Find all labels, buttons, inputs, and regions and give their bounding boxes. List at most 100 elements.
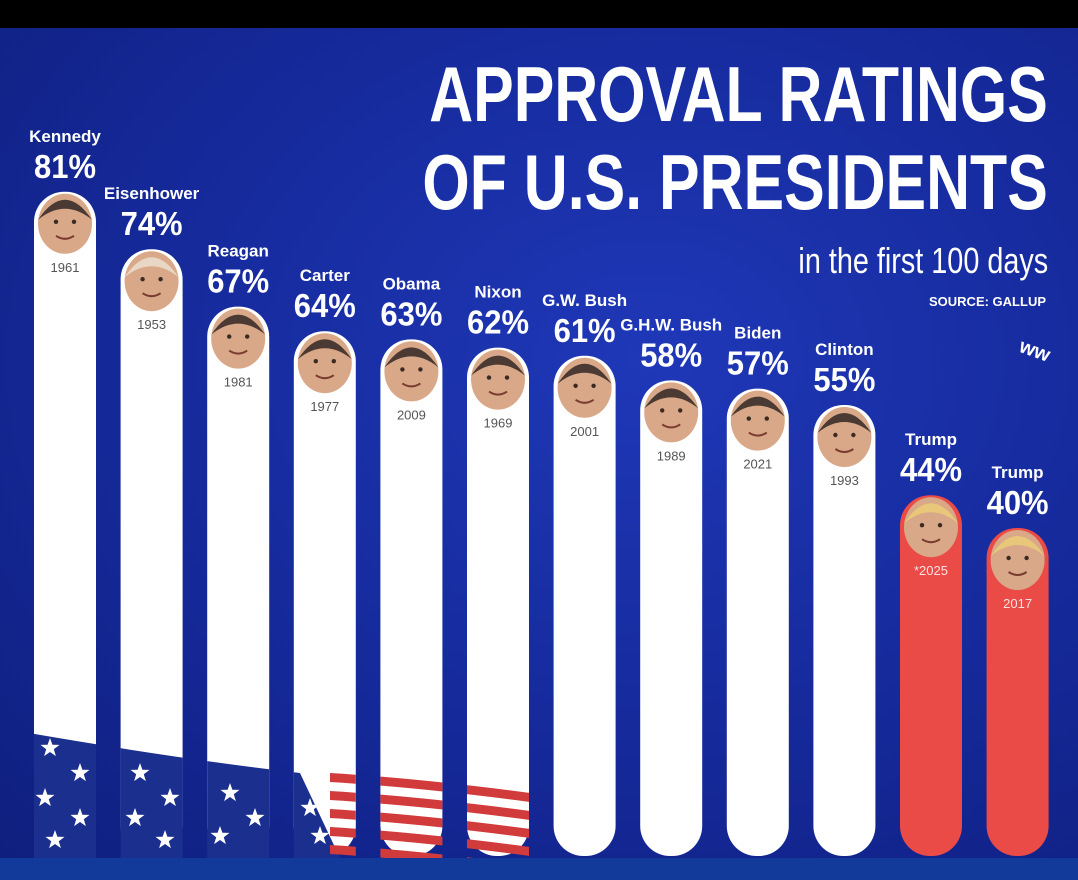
portrait-eye-6 — [573, 383, 578, 388]
bar — [293, 331, 356, 856]
year-label: 1989 — [657, 448, 686, 463]
flag-star — [160, 788, 180, 807]
president-name-label: Reagan — [207, 242, 268, 261]
chart-background: 1961 Kennedy 81% 1953 Eisenhower 74% 1981 Reaga… — [0, 28, 1078, 858]
portrait-hair-10 — [904, 503, 958, 524]
title-line-2: OF U.S. PRESIDENTS — [422, 138, 1048, 226]
portrait-hair-7 — [644, 388, 699, 409]
year-label: *2025 — [914, 563, 948, 578]
portrait-hair-5 — [471, 355, 525, 376]
portrait-eye-2 — [245, 334, 250, 339]
flag-star — [45, 830, 65, 849]
president-name-label: Biden — [734, 324, 781, 343]
president-name-label: Eisenhower — [104, 184, 200, 203]
flag-star — [155, 830, 175, 849]
portrait-mouth-5 — [488, 390, 508, 396]
portrait-eye-6 — [591, 383, 596, 388]
portrait-hair-6 — [557, 363, 612, 384]
portrait-eye-3 — [331, 359, 336, 364]
president-name-label: Clinton — [815, 340, 874, 359]
value-label: 61% — [554, 312, 616, 349]
source-note: SOURCE: GALLUP — [929, 294, 1046, 309]
portrait-mouth-4 — [401, 382, 421, 388]
portrait-mouth-10 — [921, 538, 941, 544]
portrait-mouth-2 — [228, 349, 248, 355]
bar-group-10: *2025 Trump 44% — [900, 430, 962, 856]
portrait-eye-2 — [227, 334, 232, 339]
approval-bar-chart: 1961 Kennedy 81% 1953 Eisenhower 74% 1981 Reaga… — [29, 127, 1049, 858]
bar — [120, 249, 183, 856]
portrait-mouth-8 — [748, 431, 768, 437]
portrait-eye-3 — [313, 359, 318, 364]
flag-star — [130, 763, 150, 782]
year-label: 1969 — [484, 416, 513, 431]
value-label: 74% — [121, 205, 183, 242]
flag-star — [210, 826, 230, 845]
year-label: 1993 — [830, 473, 859, 488]
portrait-eye-7 — [660, 408, 665, 413]
president-name-label: G.W. Bush — [542, 291, 627, 310]
bar — [467, 347, 529, 856]
flag-star — [70, 808, 90, 827]
portrait-hair-1 — [124, 257, 179, 278]
president-name-label: Kennedy — [29, 127, 101, 146]
bar — [380, 339, 443, 856]
portrait-eye-5 — [504, 375, 510, 380]
bar — [34, 191, 96, 857]
flag-star — [70, 763, 90, 782]
portrait-eye-4 — [418, 367, 423, 372]
portrait-mouth-11 — [1008, 571, 1028, 576]
flag-star — [300, 798, 320, 817]
bottom-strip — [0, 858, 1078, 880]
president-name-label: Trump — [992, 463, 1044, 482]
portrait-mouth-6 — [575, 398, 595, 404]
bar-group-4: 2009 Obama 63% — [380, 274, 443, 856]
portrait-hair-11 — [990, 536, 1045, 556]
bar-group-8: 2021 Biden 57% — [726, 324, 789, 856]
flag-star — [125, 808, 145, 827]
bar — [207, 306, 270, 857]
portrait-eye-1 — [140, 277, 145, 282]
value-label: 58% — [640, 336, 702, 373]
president-name-label: Trump — [905, 430, 957, 449]
portrait-mouth-1 — [142, 292, 162, 298]
bar-group-9: 1993 Clinton 55% — [813, 340, 876, 856]
portrait-hair-4 — [384, 347, 439, 368]
portrait-eye-10 — [919, 523, 925, 528]
value-label: 81% — [34, 148, 96, 185]
year-label: 1961 — [51, 260, 80, 275]
value-label: 55% — [813, 361, 875, 398]
bar-group-3: 1977 Carter 64% — [293, 266, 356, 856]
value-label: 63% — [380, 295, 442, 332]
portrait-eye-11 — [1006, 555, 1011, 561]
portrait-eye-1 — [158, 277, 163, 282]
portrait-eye-0 — [71, 219, 77, 224]
year-label: 2017 — [1003, 596, 1032, 611]
bar-group-1: 1953 Eisenhower 74% — [104, 184, 200, 856]
bar — [726, 388, 789, 856]
president-name-label: Carter — [300, 266, 350, 285]
bar-group-11: 2017 Trump 40% — [986, 463, 1049, 856]
year-label: 2001 — [570, 424, 599, 439]
bar-group-0: 1961 Kennedy 81% — [29, 127, 101, 857]
portrait-eye-8 — [764, 416, 769, 421]
bar — [813, 405, 876, 856]
bar — [640, 380, 703, 856]
flag-star — [40, 738, 60, 757]
year-label: 2009 — [397, 407, 426, 422]
title-line-1: APPROVAL RATINGS — [429, 50, 1049, 138]
flag-stripe — [330, 845, 529, 858]
president-name-label: G.H.W. Bush — [620, 315, 722, 334]
flag-star — [35, 788, 55, 807]
chart-title: APPROVAL RATINGS OF U.S. PRESIDENTS — [246, 50, 1048, 226]
bar-group-6: 2001 G.W. Bush 61% — [542, 291, 627, 856]
flag-star — [220, 783, 240, 802]
portrait-eye-9 — [851, 432, 856, 438]
portrait-mouth-9 — [834, 448, 854, 453]
portrait-eye-10 — [937, 523, 943, 528]
portrait-eye-5 — [486, 375, 492, 380]
bar — [986, 528, 1049, 856]
portrait-eye-11 — [1024, 555, 1029, 561]
year-label: 1977 — [310, 399, 339, 414]
flag-star — [310, 826, 330, 845]
